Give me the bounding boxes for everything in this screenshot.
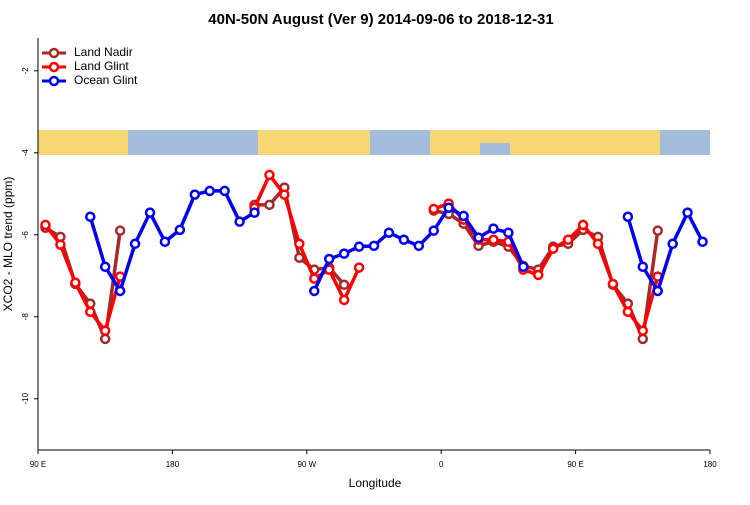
y-axis-label: XCO2 - MLO trend (ppm) — [1, 177, 15, 312]
data-point — [428, 203, 439, 215]
series-line — [433, 208, 660, 341]
legend-label: Land Glint — [74, 59, 129, 73]
data-point — [607, 278, 619, 290]
data-point — [99, 261, 111, 273]
data-point — [353, 241, 365, 252]
y-tick-label: -4 — [21, 149, 30, 157]
data-point — [547, 243, 559, 254]
legend-marker — [48, 61, 60, 73]
legend-label: Ocean Glint — [74, 73, 138, 87]
data-point — [353, 262, 365, 273]
data-point — [488, 234, 499, 245]
data-point — [697, 236, 708, 247]
data-point — [219, 185, 230, 197]
world-map-band — [38, 130, 710, 155]
data-point — [85, 306, 96, 318]
x-tick-label: 180 — [166, 460, 180, 469]
data-point — [533, 269, 544, 281]
data-point — [40, 219, 51, 231]
data-point — [592, 238, 604, 250]
x-tick-label: 180 — [703, 460, 717, 469]
data-point — [234, 216, 245, 227]
land — [38, 130, 128, 155]
x-tick-label: 90 E — [567, 460, 583, 469]
data-point — [637, 325, 649, 336]
data-point — [503, 227, 514, 238]
data-point — [114, 225, 126, 236]
x-tick-label: 90 W — [297, 460, 316, 469]
y-tick-label: -10 — [21, 392, 30, 404]
data-point — [174, 224, 186, 236]
legend-marker — [48, 47, 60, 59]
data-point — [473, 232, 484, 243]
data-point — [323, 253, 335, 265]
data-point — [338, 294, 350, 306]
data-point — [264, 199, 275, 211]
y-tick-label: -2 — [21, 67, 30, 75]
legend-label: Land Nadir — [74, 45, 133, 59]
y-tick-label: -6 — [21, 231, 30, 239]
data-point — [144, 207, 156, 218]
data-point — [622, 211, 634, 222]
data-point — [159, 236, 171, 247]
data-point — [70, 277, 81, 288]
data-point — [518, 261, 529, 273]
data-point — [249, 207, 260, 218]
data-point — [682, 207, 693, 218]
data-point — [428, 225, 439, 236]
x-tick-label: 90 E — [30, 460, 46, 469]
data-point — [652, 225, 663, 236]
data-point — [55, 239, 66, 250]
data-point — [622, 306, 634, 318]
data-point — [368, 240, 380, 252]
data-point — [652, 285, 663, 297]
data-point — [488, 223, 499, 234]
data-point — [85, 211, 96, 222]
data-point — [99, 333, 111, 345]
x-axis-label: Longitude — [349, 476, 402, 490]
data-point — [667, 238, 678, 250]
data-point — [443, 202, 454, 213]
data-point — [383, 227, 395, 238]
data-point — [577, 219, 589, 231]
chart-title: 40N-50N August (Ver 9) 2014-09-06 to 201… — [208, 11, 553, 28]
series-line — [626, 210, 705, 293]
y-tick-label: -8 — [21, 313, 30, 321]
data-point — [204, 185, 215, 197]
land — [330, 145, 350, 155]
data-point — [458, 210, 469, 222]
x-tick-label: 0 — [439, 460, 444, 469]
data-point — [338, 248, 350, 259]
land — [258, 130, 370, 155]
data-point — [189, 189, 201, 200]
data-point — [562, 234, 574, 245]
data-point — [338, 279, 350, 291]
sea — [480, 143, 510, 155]
data-point — [637, 333, 649, 345]
series-line — [44, 223, 122, 333]
data-point — [309, 285, 320, 297]
data-point — [413, 240, 425, 252]
data-point — [129, 238, 141, 250]
data-point — [279, 189, 290, 200]
data-point — [99, 325, 111, 336]
data-point — [294, 238, 305, 250]
data-point — [264, 169, 275, 181]
data-point — [637, 261, 649, 273]
data-point — [294, 252, 305, 263]
data-point — [398, 234, 410, 245]
land — [430, 130, 660, 155]
data-point — [114, 285, 126, 297]
legend-marker — [48, 75, 60, 87]
